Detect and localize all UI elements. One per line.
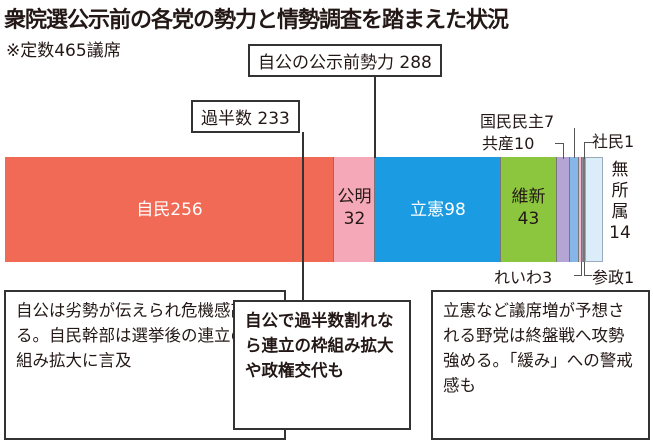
bar-segment-8	[583, 157, 585, 262]
label-kokumin: 国民民主7	[480, 112, 555, 131]
bar-segment-2	[375, 157, 502, 262]
label-jimin: 自民256	[136, 200, 203, 220]
page-title: 衆院選公示前の各党の勢力と情勢調査を踏まえた状況	[4, 8, 509, 33]
bar-segment-1	[334, 157, 376, 262]
leader-reiwa	[574, 262, 582, 276]
label-independent: 無所属 14	[609, 160, 631, 243]
analysis-box-opposition: 立憲など議席増が予想される野党は終盤戦へ攻勢強める。「緩み」への警戒感も	[431, 290, 650, 440]
label-sansei: 参政1	[592, 268, 635, 287]
label-rikken: 立憲98	[410, 200, 466, 220]
marker-value: 233	[257, 109, 290, 129]
marker-label: 自公の公示前勢力	[258, 53, 394, 73]
bar-segment-0	[5, 157, 335, 262]
marker-value: 288	[399, 53, 432, 73]
seat-total-note: ※定数465議席	[6, 41, 121, 61]
bar-segment-4	[556, 157, 570, 262]
label-kyosan: 共産10	[482, 134, 535, 153]
leader-kyosan	[555, 143, 564, 159]
label-ishin: 維新 43	[511, 187, 546, 229]
label-komei: 公明 32	[337, 187, 372, 229]
marker-line-288	[374, 76, 376, 158]
marker-callout-288: 自公の公示前勢力 288	[248, 44, 442, 77]
bar-segment-7	[582, 157, 584, 262]
marker-callout-233: 過半数 233	[191, 100, 300, 133]
label-reiwa: れいわ3	[494, 268, 553, 287]
bar-segment-6	[578, 157, 583, 262]
leader-sansei	[584, 262, 592, 276]
bar-segment-3	[501, 157, 557, 262]
marker-label: 過半数	[201, 109, 252, 129]
analysis-box-scenario: 自公で過半数割れなら連立の枠組み拡大や政権交代も	[233, 300, 411, 430]
label-shamin: 社民1	[592, 132, 635, 151]
bar-segment-9	[584, 157, 603, 262]
leader-kokumin	[574, 128, 575, 158]
bar-segment-5	[569, 157, 579, 262]
marker-line-233	[302, 132, 304, 300]
leader-shamin	[584, 142, 593, 159]
